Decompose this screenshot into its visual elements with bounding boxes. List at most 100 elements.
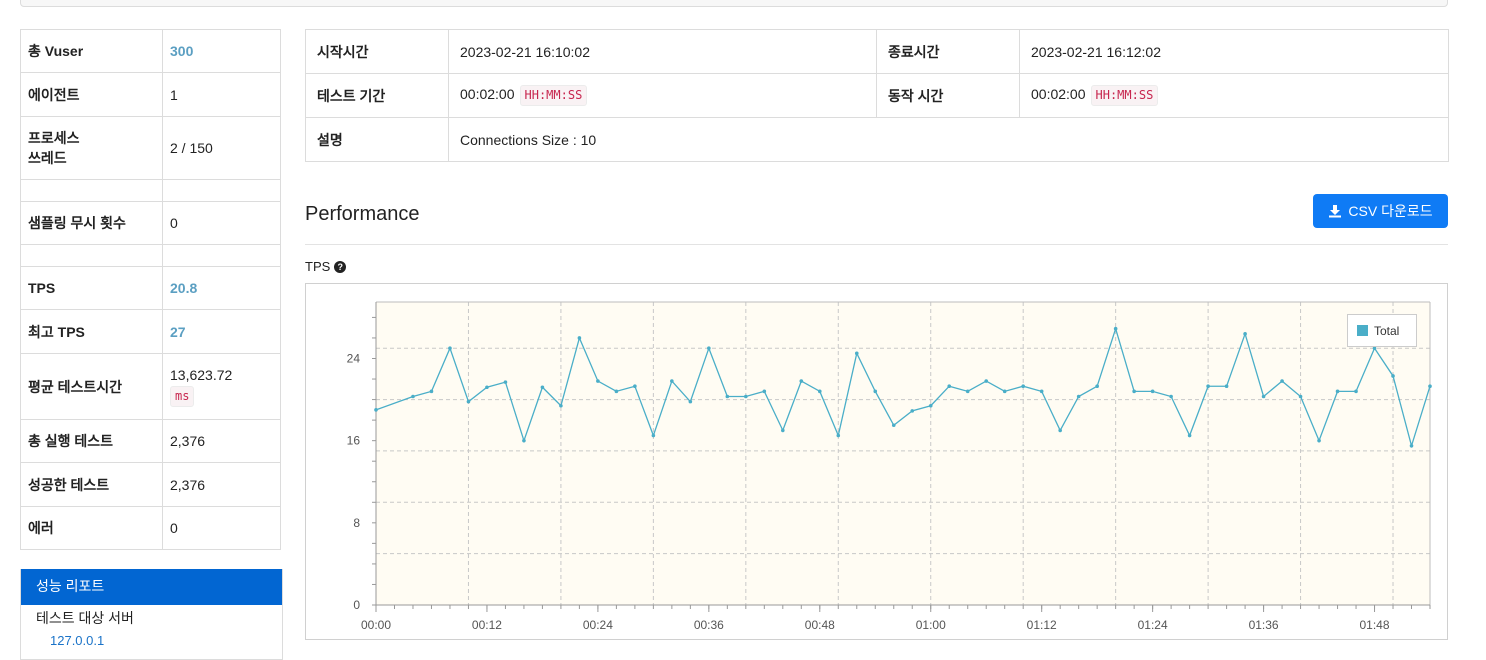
data-point bbox=[411, 394, 415, 399]
data-point bbox=[1002, 389, 1007, 394]
summary-value: 2,376 bbox=[170, 433, 206, 449]
test-duration-cell: 00:02:00 HH:MM:SS bbox=[448, 73, 877, 118]
summary-row: 에이전트 1 bbox=[20, 72, 281, 117]
data-point bbox=[596, 379, 600, 383]
data-point bbox=[1021, 384, 1025, 389]
data-point bbox=[1169, 394, 1173, 399]
summary-row bbox=[20, 179, 281, 202]
summary-row: 프로세스 쓰레드 2 / 150 bbox=[20, 116, 281, 180]
data-point bbox=[651, 433, 656, 438]
data-point bbox=[1150, 389, 1155, 394]
data-point bbox=[1187, 433, 1192, 438]
end-time-label: 종료시간 bbox=[876, 29, 1020, 74]
summary-label bbox=[20, 179, 163, 202]
summary-table: 총 Vuser 300 에이전트 1 프로세스 쓰레드 2 / 150 샘플링 무시 횟수 0… bbox=[20, 29, 281, 550]
data-point bbox=[1391, 374, 1395, 378]
summary-value: 0 bbox=[170, 520, 178, 536]
test-duration-value: 00:02:00 bbox=[460, 86, 515, 102]
data-point bbox=[1372, 346, 1377, 351]
data-point bbox=[540, 385, 545, 390]
description-label: 설명 bbox=[305, 117, 449, 162]
data-point bbox=[1280, 379, 1284, 383]
summary-row: 총 Vuser 300 bbox=[20, 29, 281, 73]
data-point bbox=[947, 384, 952, 389]
data-point bbox=[799, 379, 804, 383]
data-point bbox=[522, 438, 526, 443]
summary-row bbox=[20, 244, 281, 267]
summary-label: TPS bbox=[20, 266, 163, 310]
performance-title: Performance bbox=[305, 203, 420, 225]
run-time-value: 00:02:00 bbox=[1031, 86, 1086, 102]
data-point bbox=[485, 385, 489, 390]
legend-swatch-total bbox=[1357, 325, 1368, 336]
data-point bbox=[1206, 384, 1210, 389]
data-point bbox=[503, 380, 508, 384]
x-tick-label: 00:00 bbox=[361, 618, 391, 632]
summary-value-cell: 27 bbox=[162, 309, 281, 354]
summary-row: 평균 테스트시간 13,623.72 ms bbox=[20, 353, 281, 420]
tps-chart-label: TPS ? bbox=[305, 259, 347, 274]
summary-label: 프로세스 쓰레드 bbox=[20, 116, 163, 180]
tps-label-text: TPS bbox=[305, 259, 331, 274]
plot-area bbox=[376, 302, 1430, 605]
x-tick-label: 01:12 bbox=[1027, 618, 1057, 632]
chart-legend[interactable]: Total bbox=[1347, 314, 1417, 347]
summary-label: 총 Vuser bbox=[20, 29, 163, 73]
data-point bbox=[670, 379, 674, 383]
data-point bbox=[448, 346, 452, 351]
menu-target-server[interactable]: 테스트 대상 서버 bbox=[36, 610, 134, 626]
data-point bbox=[559, 403, 563, 408]
summary-value: 0 bbox=[170, 215, 178, 231]
summary-value: 13,623.72 bbox=[170, 366, 233, 383]
data-point bbox=[817, 389, 822, 394]
csv-download-label: CSV 다운로드 bbox=[1348, 203, 1433, 219]
summary-label: 샘플링 무시 횟수 bbox=[20, 201, 163, 245]
data-point bbox=[984, 379, 989, 383]
x-tick-label: 00:24 bbox=[583, 618, 613, 632]
summary-label bbox=[20, 244, 163, 267]
x-tick-label: 01:48 bbox=[1360, 618, 1390, 632]
summary-label: 최고 TPS bbox=[20, 309, 163, 354]
help-icon[interactable]: ? bbox=[334, 260, 347, 273]
data-point bbox=[1335, 389, 1340, 394]
x-tick-label: 00:36 bbox=[694, 618, 724, 632]
summary-label: 에이전트 bbox=[20, 72, 163, 117]
y-tick-label: 8 bbox=[353, 516, 360, 530]
x-tick-label: 00:48 bbox=[805, 618, 835, 632]
csv-download-button[interactable]: CSV 다운로드 bbox=[1313, 194, 1448, 228]
summary-row: 총 실행 테스트 2,376 bbox=[20, 419, 281, 463]
data-point bbox=[577, 336, 582, 340]
data-point bbox=[614, 389, 619, 394]
y-tick-label: 0 bbox=[353, 598, 360, 612]
data-point bbox=[429, 389, 434, 394]
data-point bbox=[1113, 326, 1118, 331]
menu-server-ip-link[interactable]: 127.0.0.1 bbox=[50, 633, 105, 648]
summary-label: 평균 테스트시간 bbox=[20, 353, 163, 420]
data-point bbox=[928, 403, 933, 408]
side-menu: 성능 리포트 테스트 대상 서버 127.0.0.1 bbox=[20, 569, 283, 660]
summary-value: 2 / 150 bbox=[170, 140, 213, 156]
x-tick-label: 01:36 bbox=[1249, 618, 1279, 632]
summary-value-cell: 2,376 bbox=[162, 419, 281, 463]
menu-performance-report[interactable]: 성능 리포트 bbox=[21, 569, 282, 605]
summary-value-cell: 300 bbox=[162, 29, 281, 73]
data-point bbox=[1095, 384, 1099, 389]
summary-label: 총 실행 테스트 bbox=[20, 419, 163, 463]
summary-row: 에러 0 bbox=[20, 506, 281, 550]
summary-unit: ms bbox=[170, 385, 195, 407]
summary-value: 2,376 bbox=[170, 476, 206, 493]
data-point bbox=[466, 399, 471, 404]
x-tick-label: 00:12 bbox=[472, 618, 502, 632]
data-point bbox=[854, 351, 859, 356]
data-point bbox=[965, 389, 970, 394]
data-point bbox=[1224, 384, 1229, 389]
summary-value-cell: 20.8 bbox=[162, 266, 281, 310]
run-time-format: HH:MM:SS bbox=[1090, 85, 1159, 106]
summary-value: 300 bbox=[170, 43, 194, 59]
start-time-value: 2023-02-21 16:10:02 bbox=[448, 29, 877, 74]
data-point bbox=[762, 389, 767, 394]
x-tick-label: 01:00 bbox=[916, 618, 946, 632]
data-point bbox=[1243, 332, 1247, 336]
summary-value-cell bbox=[162, 244, 281, 267]
summary-value: 27 bbox=[170, 323, 186, 340]
